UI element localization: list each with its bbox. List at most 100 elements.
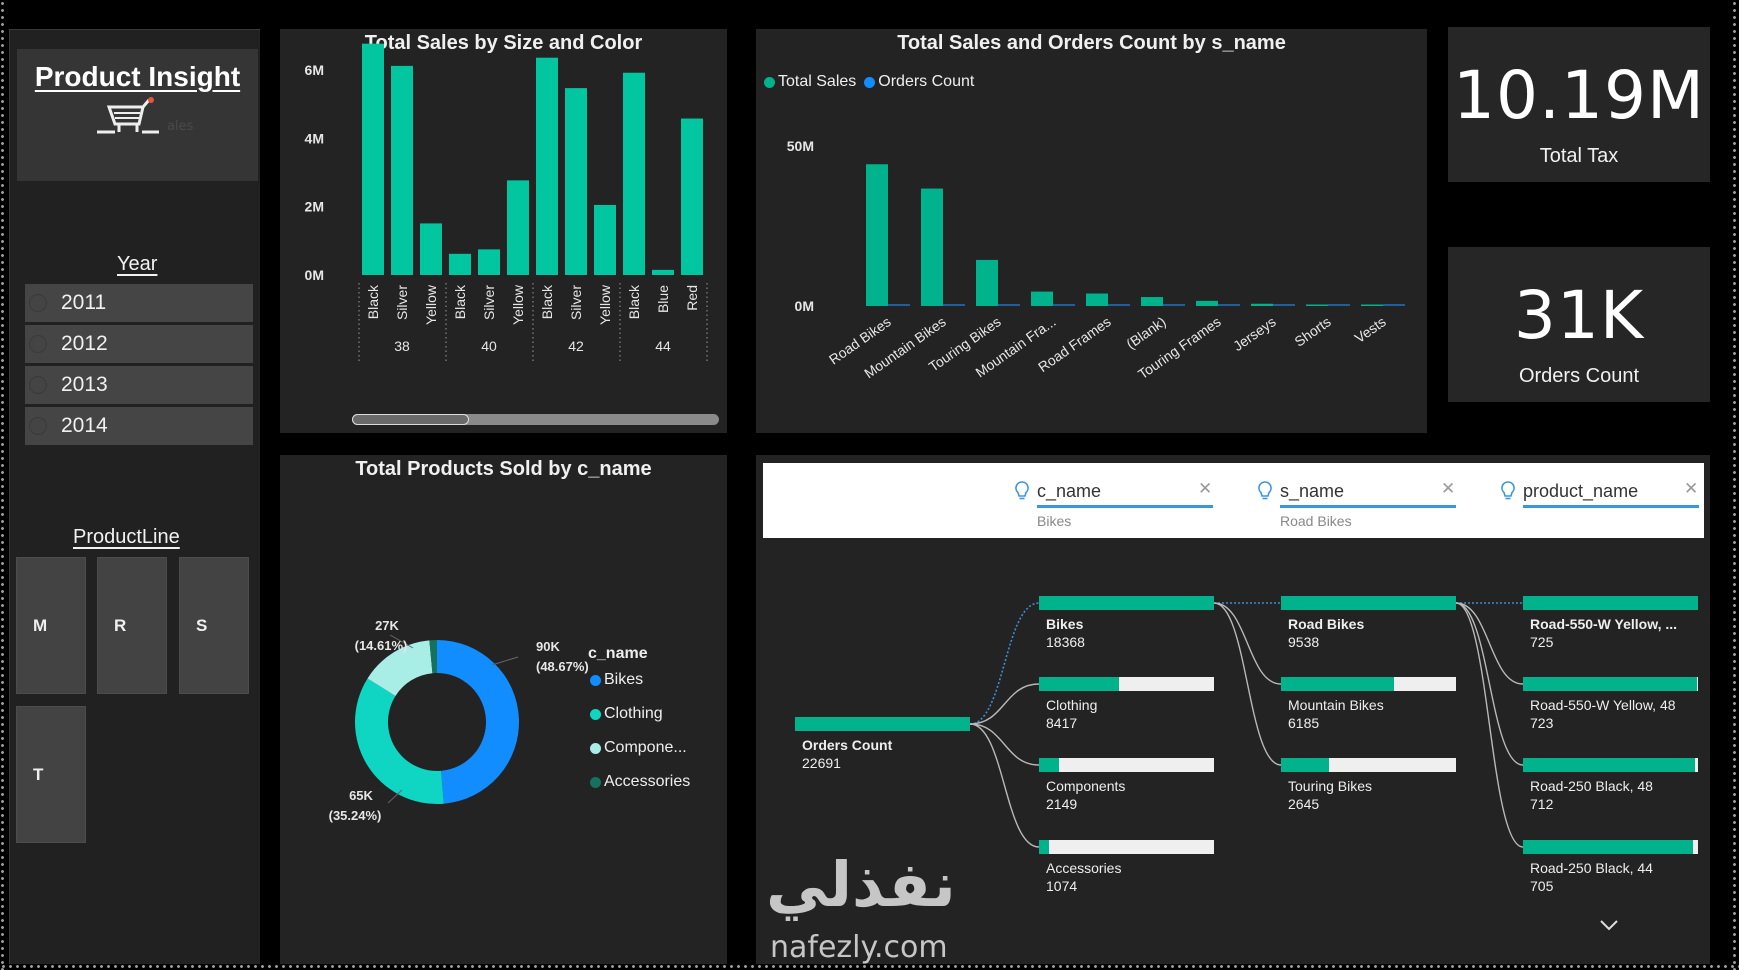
productline-tile-s[interactable]: S — [179, 557, 249, 694]
title-card: Product Insight ales — [17, 49, 258, 181]
canvas-border-right — [1732, 0, 1737, 970]
bar-total-sales — [1306, 304, 1328, 306]
radio-icon[interactable] — [29, 335, 47, 353]
sales-by-size-color-chart: Total Sales by Size and Color 0M 2M 4M 6M Bl… — [280, 29, 727, 433]
bar-fill — [1523, 840, 1694, 854]
bar-42-silver — [565, 88, 587, 275]
level2-node-value: 9538 — [1288, 634, 1320, 650]
level1-node-bar[interactable] — [1039, 596, 1214, 610]
bar-total-sales — [1031, 291, 1053, 306]
shopping-cart-icon — [97, 97, 159, 134]
productline-tile-m[interactable]: M — [16, 557, 86, 694]
legend-label: Bikes — [604, 671, 644, 688]
year-option-2014[interactable]: 2014 — [25, 407, 253, 445]
close-icon[interactable]: ✕ — [1684, 479, 1699, 499]
productline-tile-r[interactable]: R — [97, 557, 167, 694]
x-group-label: 42 — [568, 338, 584, 354]
year-label: 2014 — [61, 414, 108, 437]
radio-icon[interactable] — [29, 417, 47, 435]
level3-node-label: Road-550-W Yellow, ... — [1530, 616, 1678, 632]
level2-node-label: Mountain Bikes — [1288, 697, 1384, 713]
year-option-2013[interactable]: 2013 — [25, 366, 253, 404]
x-category-label: Blue — [655, 285, 671, 313]
root-node-label: Orders Count — [802, 737, 893, 753]
legend-dot — [590, 708, 601, 720]
legend-item[interactable]: Clothing — [590, 705, 663, 723]
level1-node-bar[interactable] — [1039, 758, 1214, 772]
x-category-label: Silver — [568, 285, 584, 320]
bar-total-sales — [1251, 303, 1273, 306]
x-category-label: Jerseys — [1230, 313, 1279, 354]
level3-node-bar[interactable] — [1523, 840, 1698, 854]
bar-orders-count — [943, 304, 965, 306]
level1-node-value: 1074 — [1046, 878, 1078, 894]
close-icon[interactable]: ✕ — [1441, 479, 1456, 499]
slice-percent-label: (14.61%) — [355, 638, 408, 653]
level3-node-bar[interactable] — [1523, 596, 1698, 610]
filter-name: s_name — [1280, 481, 1345, 501]
legend-label: Clothing — [604, 705, 663, 722]
legend-item[interactable]: Accessories — [590, 773, 690, 791]
app-title: Product Insight — [34, 61, 241, 92]
bar-fill — [1281, 596, 1456, 610]
kpi-card-orders-count: 31K Orders Count — [1448, 247, 1710, 402]
level2-node-bar[interactable] — [1281, 596, 1456, 610]
bar-total-sales — [1086, 293, 1108, 306]
chevron-down-icon[interactable] — [1598, 918, 1620, 932]
root-node-bar[interactable] — [795, 717, 970, 731]
kpi-value: 31K — [1513, 277, 1645, 354]
x-category-label: Yellow — [510, 284, 526, 325]
year-option-2012[interactable]: 2012 — [25, 325, 253, 363]
sales-orders-by-sname-chart: Total Sales and Orders Count by s_name T… — [756, 29, 1427, 433]
slice-percent-label: (35.24%) — [329, 808, 382, 823]
radio-icon[interactable] — [29, 376, 47, 394]
filter-value: Bikes — [1037, 513, 1072, 529]
level3-node-bar[interactable] — [1523, 758, 1698, 772]
legend-label: Accessories — [604, 773, 691, 790]
filter-value: Road Bikes — [1280, 513, 1352, 529]
close-icon[interactable]: ✕ — [1198, 479, 1213, 499]
level1-node-label: Bikes — [1046, 616, 1084, 632]
productline-tile-t[interactable]: T — [16, 706, 86, 843]
radio-icon[interactable] — [29, 294, 47, 312]
products-sold-donut-chart: Total Products Sold by c_name 90K (48.67%… — [280, 455, 727, 964]
bar-fill — [1039, 758, 1060, 772]
level2-node-bar[interactable] — [1281, 677, 1456, 691]
level2-node-label: Touring Bikes — [1288, 778, 1373, 794]
scrollbar-thumb[interactable] — [352, 414, 470, 425]
bar-total-sales — [921, 188, 943, 306]
leader-line — [389, 634, 414, 649]
level3-node-label: Road-550-W Yellow, 48 — [1530, 697, 1676, 713]
bar-40-silver — [478, 249, 500, 275]
canvas-border-left — [0, 0, 5, 970]
leader-line — [387, 789, 403, 804]
level3-node-value: 725 — [1530, 634, 1554, 650]
bar-orders-count — [1273, 304, 1295, 306]
x-category-label: Silver — [394, 285, 410, 320]
filter-name: c_name — [1037, 481, 1102, 501]
bar-fill — [1281, 758, 1330, 772]
bar-orders-count — [888, 304, 910, 306]
level2-node-bar[interactable] — [1281, 758, 1456, 772]
level3-node-label: Road-250 Black, 48 — [1530, 778, 1653, 794]
level3-node-bar[interactable] — [1523, 677, 1698, 691]
bar-total-sales — [1361, 304, 1383, 306]
level1-node-bar[interactable] — [1039, 677, 1214, 691]
horizontal-scrollbar[interactable] — [352, 414, 719, 425]
level1-node-bar[interactable] — [1039, 840, 1214, 854]
bar-44-red — [681, 118, 703, 276]
legend-item[interactable]: Bikes — [590, 671, 643, 689]
bar-44-blue — [652, 269, 674, 275]
x-category-label: Black — [626, 284, 642, 319]
slice-value-label: 65K — [349, 788, 373, 803]
x-category-label: Red — [684, 285, 700, 311]
level1-node-label: Components — [1046, 778, 1126, 794]
level2-node-label: Road Bikes — [1288, 616, 1365, 632]
year-label: 2013 — [61, 373, 108, 396]
x-group-label: 40 — [481, 338, 497, 354]
legend-dot-orders-count — [864, 76, 876, 88]
bar-chart-plot: 0M 2M 4M 6M Black Silver Yellow 38 Black Silver Ye… — [305, 43, 708, 363]
legend-item[interactable]: Compone... — [590, 739, 687, 757]
year-option-2011[interactable]: 2011 — [25, 284, 253, 322]
bar-44-black — [623, 72, 645, 275]
